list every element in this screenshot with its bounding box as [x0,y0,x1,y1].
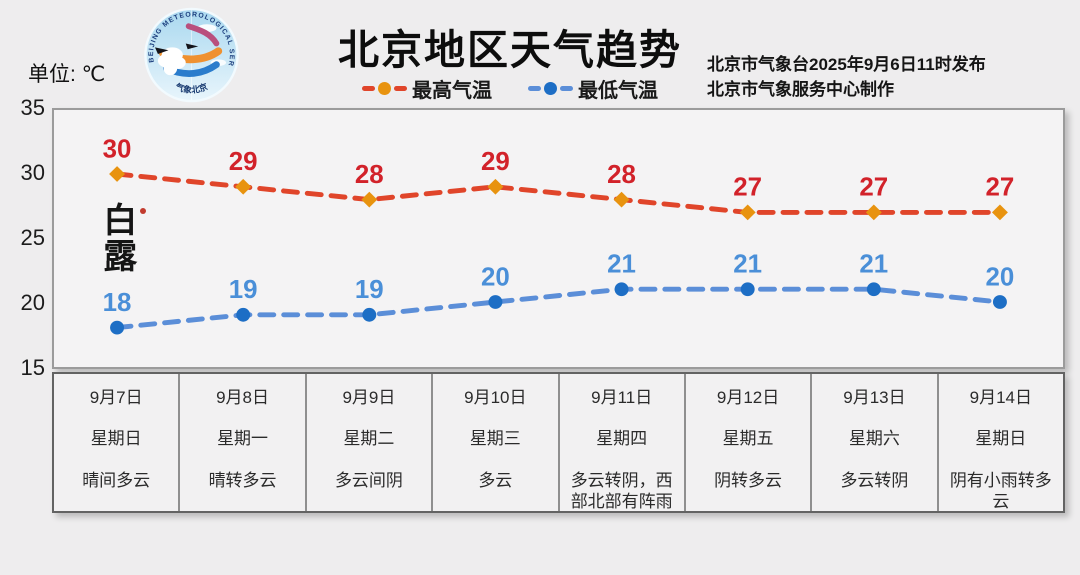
beijing-meteorological-service-logo-icon: BEIJING METEOROLOGICAL SERVICE 气象北京 [143,7,239,103]
svg-text:28: 28 [355,161,384,189]
svg-text:18: 18 [103,289,132,317]
svg-text:27: 27 [986,174,1015,202]
y-axis-tick-label: 25 [20,225,45,250]
forecast-date: 9月7日 [89,388,143,407]
issuer-info: 北京市气象台2025年9月6日11时发布 北京市气象服务中心制作 [707,52,986,102]
svg-text:20: 20 [986,263,1015,291]
page-title: 北京地区天气趋势 [338,27,682,73]
svg-text:20: 20 [481,263,510,291]
chart-legend: 最高气温 最低气温 [330,74,690,103]
y-axis-tick-label: 15 [20,355,45,380]
temperature-trend-chart: 30 29 28 29 28 27 27 27 18 19 19 20 21 21 21 20 [103,135,1015,335]
legend-item-low-temp: 最低气温 [528,74,658,103]
bird-icon [185,43,199,50]
forecast-weather: 阴转多云 [714,470,783,490]
y-axis-tick-label: 30 [20,160,45,185]
forecast-day-cell: 9月11日 星期四 多云转阴，西部北部有阵雨 [560,374,686,511]
forecast-weather: 多云转阴，西部北部有阵雨 [570,470,673,511]
forecast-day-cell: 9月13日 星期六 多云转阴 [812,374,939,511]
svg-text:27: 27 [733,174,762,202]
forecast-weekday: 星期五 [722,429,774,449]
low-temp-line-icon [528,82,573,95]
forecast-weekday: 星期三 [469,429,521,449]
forecast-weather: 多云间阴 [334,470,403,490]
forecast-date: 9月11日 [591,388,653,407]
svg-text:30: 30 [103,135,132,163]
svg-text:19: 19 [355,276,384,304]
issuer-line2: 北京市气象服务中心制作 [707,80,894,99]
forecast-date: 9月8日 [216,388,270,407]
legend-item-high-temp: 最高气温 [362,74,492,103]
forecast-date: 9月14日 [969,388,1032,407]
forecast-table: 9月7日 星期日 晴间多云 9月8日 星期一 晴转多云 9月9日 星期二 多云间… [52,372,1065,513]
forecast-weekday: 星期二 [343,429,395,449]
forecast-weather: 多云 [478,470,513,490]
svg-text:29: 29 [481,148,510,176]
svg-text:29: 29 [229,148,258,176]
legend-label-low-temp: 最低气温 [578,80,658,102]
high-temp-line-icon [362,82,407,95]
bird-icon [155,47,169,55]
svg-text:气象北京: 气象北京 [173,80,209,95]
forecast-weather: 多云转阴 [840,470,909,490]
forecast-weekday: 星期日 [975,429,1027,449]
y-axis-tick-label: 20 [20,290,45,315]
forecast-weekday: 星期六 [848,429,900,449]
svg-text:21: 21 [733,251,762,279]
forecast-date: 9月9日 [342,388,396,407]
issuer-line1: 北京市气象台2025年9月6日11时发布 [707,55,986,74]
forecast-weekday: 星期一 [217,429,269,449]
forecast-weather: 晴间多云 [82,470,151,490]
chart-plot-area: 30 29 28 29 28 27 27 27 18 19 19 20 21 21 21 20 白露 [52,108,1065,369]
forecast-day-cell: 9月9日 星期二 多云间阴 [307,374,434,511]
forecast-date: 9月12日 [716,388,780,407]
svg-text:19: 19 [229,276,258,304]
svg-text:28: 28 [607,161,636,189]
solar-term-label: 白露 [96,202,137,274]
forecast-date: 9月13日 [843,388,906,407]
svg-text:27: 27 [859,174,888,202]
svg-text:21: 21 [859,251,888,279]
svg-text:21: 21 [607,251,636,279]
forecast-day-cell: 9月12日 星期五 阴转多云 [686,374,813,511]
forecast-weekday: 星期日 [90,429,142,449]
forecast-day-cell: 9月14日 星期日 阴有小雨转多云 [939,374,1063,511]
forecast-day-cell: 9月8日 星期一 晴转多云 [180,374,307,511]
logo-bottom-text: 气象北京 [173,80,209,95]
legend-label-high-temp: 最高气温 [412,80,492,102]
forecast-weather: 晴转多云 [208,470,277,490]
forecast-day-cell: 9月7日 星期日 晴间多云 [54,374,181,511]
unit-label: 单位: ℃ [28,63,106,86]
y-axis-tick-label: 35 [20,95,45,120]
forecast-weather: 阴有小雨转多云 [949,470,1052,511]
forecast-date: 9月10日 [464,388,527,407]
seal-dot-icon [140,208,146,214]
forecast-weekday: 星期四 [596,429,648,449]
forecast-day-cell: 9月10日 星期三 多云 [433,374,560,511]
